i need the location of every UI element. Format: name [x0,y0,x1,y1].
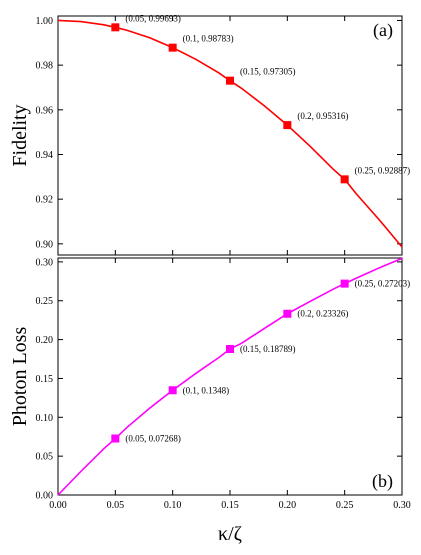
x-tick-label: 0.00 [49,500,67,511]
panel-b-ytick-label: 0.20 [36,335,54,346]
panel-b-series-line [57,257,403,496]
panel-b-data-marker [168,386,177,395]
panel-a-ytick-label: 0.90 [36,239,54,250]
panel-a-data-marker [111,23,120,32]
panel-a-data-label: (0.05, 0.99693) [125,13,181,23]
panel-a-data-label: (0.2, 0.95316) [297,111,348,121]
panel-b-ytick-label: 0.10 [36,413,54,424]
panel-a-ytick-label: 1.00 [36,16,54,27]
panel-b-data-marker [283,309,292,318]
panel-a-data-marker [340,175,349,184]
x-tick-label: 0.10 [164,500,182,511]
panel-b-ytick-label: 0.05 [36,452,54,463]
panel-a-data-marker [226,76,234,85]
panel-b-data-marker [226,345,234,354]
panel-b-ytick-label: 0.00 [36,491,54,502]
x-tick-label: 0.20 [279,500,297,511]
panel-a-data-marker [168,43,177,52]
panel-b-ylabel: Photon Loss [9,327,31,427]
panel-b-data-label: (0.05, 0.07268) [125,434,181,444]
panel-a-data-label: (0.15, 0.97305) [240,67,296,77]
panel-a-data-label: (0.25, 0.92887) [355,165,411,175]
panel-b-data-label: (0.2, 0.23326) [297,309,348,319]
x-axis-title: κ/ζ [218,523,242,545]
panel-b-frame [57,257,403,496]
panel-b-data-label: (0.15, 0.18789) [240,344,296,354]
panel-b-ytick-label: 0.15 [36,374,54,385]
panel-a-ytick-label: 0.94 [36,150,54,161]
x-tick-label: 0.05 [107,500,125,511]
panel-a-data-label: (0.1, 0.98783) [183,34,234,44]
panel-b-data-label: (0.25, 0.27203) [355,279,411,289]
x-tick-label: 0.25 [336,500,354,511]
x-tick-label: 0.30 [393,500,411,511]
x-tick-label: 0.15 [221,500,239,511]
panel-a-series-line [57,19,403,248]
panel-a-ytick-label: 0.92 [36,195,54,206]
panel-b-data-marker [340,279,349,288]
panel-a-ytick-label: 0.98 [36,61,54,72]
panel-b-label: (b) [372,471,393,492]
panel-b-data-marker [111,434,120,443]
panel-a-frame [57,15,403,256]
panel-b-ytick-label: 0.25 [36,296,54,307]
panel-b-ytick-label: 0.30 [36,257,54,268]
panel-a-ylabel: Fidelity [9,104,31,166]
panel-a-data-marker [283,121,292,130]
panel-a-ytick-label: 0.96 [36,105,54,116]
panel-b-data-label: (0.1, 0.1348) [183,385,230,395]
panel-a-label: (a) [373,20,393,41]
